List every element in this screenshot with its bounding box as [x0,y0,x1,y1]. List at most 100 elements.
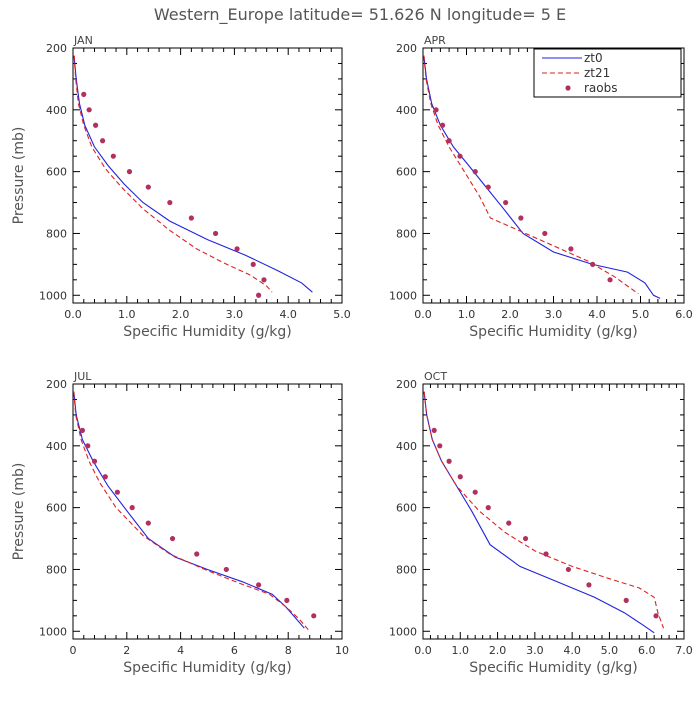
x-tick-label: 4.0 [563,644,581,657]
series-raobs-point [81,91,87,97]
series-raobs-point [518,215,524,221]
legend-label-raobs: raobs [584,81,618,95]
series-zt0-line [73,55,313,293]
series-raobs-point [457,153,463,159]
y-tick-label: 1000 [389,289,417,302]
series-raobs-point [167,199,173,206]
y-tick-label: 400 [46,104,67,117]
x-tick-label: 1.0 [118,308,136,321]
plot-frame [72,383,343,640]
x-tick-label: 6.0 [675,308,693,321]
x-tick-label: 4.0 [588,308,606,321]
series-raobs-point [261,277,267,283]
x-tick-label: 5.0 [632,308,650,321]
series-raobs-point [431,427,437,433]
series-raobs-point [91,458,98,464]
series-raobs-point [145,184,151,190]
series-raobs-point [485,505,491,511]
series-raobs-point [256,582,262,588]
series-raobs-point [607,277,613,283]
series-raobs-point [85,443,91,449]
series-raobs-point [92,122,99,128]
panel-label: APR [424,34,446,47]
y-tick-label: 1000 [39,625,67,638]
figure-title: Western_Europe latitude= 51.626 N longit… [154,5,566,25]
legend-label-zt0: zt0 [584,51,603,65]
panel-label: JAN [73,34,93,47]
y-tick-label: 800 [396,563,417,576]
x-axis-title: Specific Humidity (g/kg) [469,660,637,676]
y-tick-label: 200 [396,378,417,391]
series-raobs-point [485,184,491,190]
series-raobs-point [446,138,452,144]
y-tick-label: 800 [396,227,417,240]
series-raobs-point [522,535,529,542]
x-tick-label: 5.0 [601,644,619,657]
panel-jan: JAN 0.0 1.0 2.0 3.0 4.0 5.0 200 400 600 800 1000 Spe… [11,34,351,340]
series-raobs-point [169,535,176,542]
x-tick-label: 3.0 [226,308,244,321]
plot-area [73,55,313,298]
plot-frame [72,47,343,304]
series-raobs-point [311,613,317,619]
series-raobs-point [284,597,290,603]
series-raobs-point [129,505,135,511]
series-raobs-point [503,199,509,206]
plot-frame [422,383,685,640]
y-tick-label: 600 [46,166,67,179]
series-raobs-point [590,261,596,267]
y-tick-label: 800 [46,563,67,576]
x-tick-label: 1.0 [458,308,476,321]
x-tick-label: 0 [70,644,77,657]
series-raobs-point [439,122,446,128]
series-zt21-line [73,55,273,293]
series-raobs-point [212,230,219,237]
y-tick-label: 200 [46,378,67,391]
x-tick-label: 6.0 [638,644,656,657]
plot-area [423,55,661,299]
y-axis-title: Pressure (mb) [11,127,27,225]
series-raobs-point [653,613,659,619]
series-raobs-point [446,458,452,464]
series-raobs-point [86,107,92,113]
y-axis-title: Pressure (mb) [11,463,27,561]
x-tick-label: 2.0 [489,644,507,657]
series-raobs-point [126,169,133,175]
x-tick-label: 0.0 [64,308,82,321]
y-tick-label: 1000 [39,289,67,302]
x-tick-label: 3.0 [526,644,544,657]
series-zt0-line [73,391,305,629]
y-tick-label: 400 [46,440,67,453]
panel-apr: APR 0.0 1.0 2.0 3.0 4.0 5.0 6.0 200 400 600 800 1000… [389,34,693,340]
series-raobs-point [586,582,592,588]
x-tick-label: 2.0 [172,308,190,321]
series-raobs-point [256,292,262,298]
x-tick-label: 0.0 [414,644,432,657]
x-tick-label: 4 [177,644,184,657]
series-raobs-point [437,443,443,449]
series-raobs-point [506,520,512,526]
series-raobs-point [114,489,120,495]
series-raobs-point [433,107,439,113]
x-tick-label: 4.0 [279,308,297,321]
series-raobs-point [472,169,478,175]
series-raobs-point [188,215,194,221]
series-raobs-point [145,520,151,526]
series-raobs-point [110,153,116,159]
y-tick-label: 400 [396,440,417,453]
y-tick-label: 800 [46,227,67,240]
series-raobs-point [234,246,240,252]
plot-area [73,391,317,632]
x-axis-title: Specific Humidity (g/kg) [469,324,637,340]
y-tick-label: 600 [396,166,417,179]
x-tick-label: 0.0 [414,308,432,321]
x-tick-label: 6 [231,644,238,657]
series-raobs-point [99,138,106,144]
series-raobs-point [565,566,572,573]
series-raobs-point [194,551,200,557]
x-tick-label: 1.0 [452,644,470,657]
plot-area [423,391,665,634]
